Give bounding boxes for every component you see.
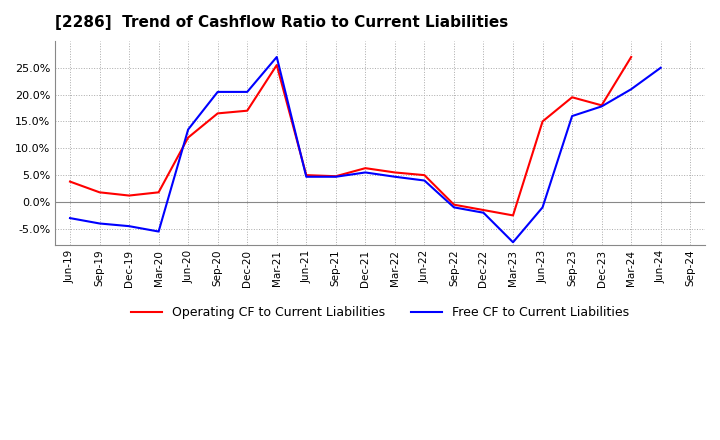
- Operating CF to Current Liabilities: [449, 202, 458, 207]
- Operating CF to Current Liabilities: [390, 170, 399, 175]
- Free CF to Current Liabilities: [509, 240, 518, 245]
- Operating CF to Current Liabilities: [361, 165, 369, 171]
- Operating CF to Current Liabilities: [66, 179, 74, 184]
- Free CF to Current Liabilities: [184, 127, 192, 132]
- Free CF to Current Liabilities: [420, 178, 428, 183]
- Free CF to Current Liabilities: [480, 210, 488, 215]
- Operating CF to Current Liabilities: [154, 190, 163, 195]
- Free CF to Current Liabilities: [390, 174, 399, 180]
- Free CF to Current Liabilities: [331, 174, 340, 180]
- Free CF to Current Liabilities: [66, 216, 74, 221]
- Operating CF to Current Liabilities: [95, 190, 104, 195]
- Free CF to Current Liabilities: [272, 55, 281, 60]
- Free CF to Current Liabilities: [657, 65, 665, 70]
- Free CF to Current Liabilities: [568, 114, 577, 119]
- Operating CF to Current Liabilities: [598, 103, 606, 108]
- Operating CF to Current Liabilities: [539, 119, 547, 124]
- Operating CF to Current Liabilities: [568, 95, 577, 100]
- Free CF to Current Liabilities: [539, 205, 547, 210]
- Legend: Operating CF to Current Liabilities, Free CF to Current Liabilities: Operating CF to Current Liabilities, Fre…: [126, 301, 634, 324]
- Operating CF to Current Liabilities: [272, 62, 281, 68]
- Operating CF to Current Liabilities: [509, 213, 518, 218]
- Operating CF to Current Liabilities: [302, 172, 310, 178]
- Free CF to Current Liabilities: [243, 89, 251, 95]
- Line: Free CF to Current Liabilities: Free CF to Current Liabilities: [70, 57, 661, 242]
- Text: [2286]  Trend of Cashflow Ratio to Current Liabilities: [2286] Trend of Cashflow Ratio to Curren…: [55, 15, 508, 30]
- Free CF to Current Liabilities: [449, 205, 458, 210]
- Free CF to Current Liabilities: [627, 87, 636, 92]
- Operating CF to Current Liabilities: [480, 207, 488, 213]
- Operating CF to Current Liabilities: [331, 173, 340, 179]
- Free CF to Current Liabilities: [213, 89, 222, 95]
- Free CF to Current Liabilities: [361, 170, 369, 175]
- Operating CF to Current Liabilities: [213, 111, 222, 116]
- Free CF to Current Liabilities: [95, 221, 104, 226]
- Line: Operating CF to Current Liabilities: Operating CF to Current Liabilities: [70, 57, 631, 216]
- Operating CF to Current Liabilities: [125, 193, 133, 198]
- Free CF to Current Liabilities: [598, 104, 606, 109]
- Free CF to Current Liabilities: [302, 174, 310, 180]
- Free CF to Current Liabilities: [154, 229, 163, 234]
- Operating CF to Current Liabilities: [627, 55, 636, 60]
- Operating CF to Current Liabilities: [420, 172, 428, 178]
- Operating CF to Current Liabilities: [184, 135, 192, 140]
- Operating CF to Current Liabilities: [243, 108, 251, 114]
- Free CF to Current Liabilities: [125, 224, 133, 229]
